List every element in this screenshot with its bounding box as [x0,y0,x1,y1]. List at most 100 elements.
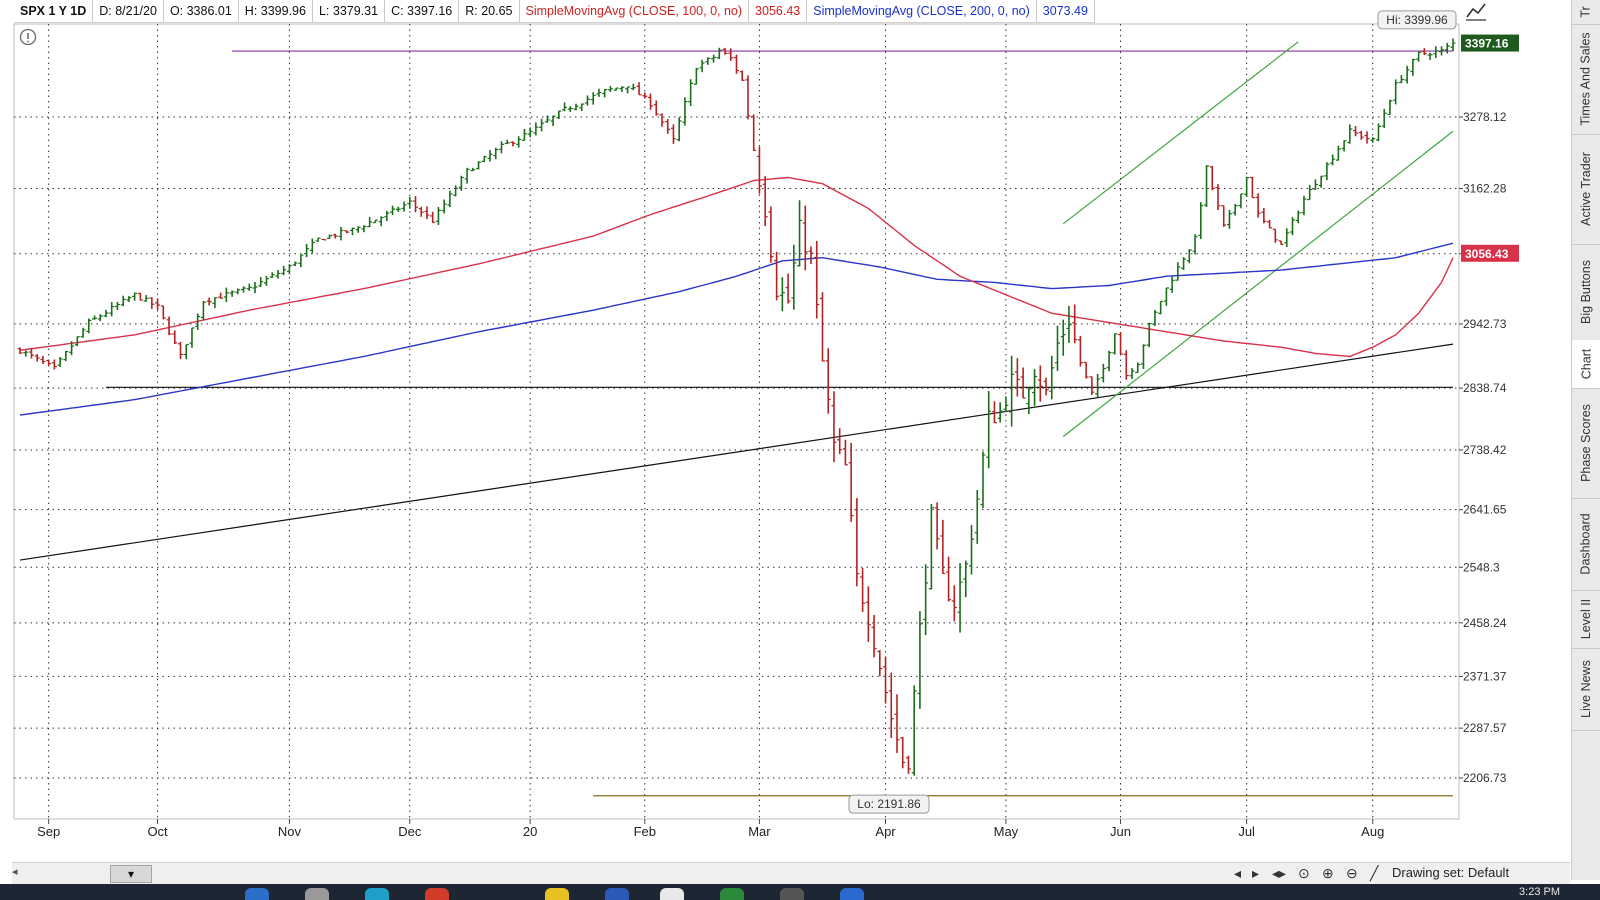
price-tick-label: 2287.57 [1463,721,1507,735]
time-tick-label: Apr [875,824,896,839]
app-icon-2[interactable] [305,888,329,900]
sma200-study-label[interactable]: SimpleMovingAvg (CLOSE, 200, 0, no) [807,0,1037,22]
app-icon-6[interactable] [605,888,629,900]
time-tick-label: Aug [1361,824,1384,839]
pan-right-icon[interactable]: ▸ [1252,865,1260,881]
price-tick-label: 2942.73 [1463,317,1507,331]
chart-grid [14,24,1459,819]
zoom-in-icon[interactable]: ⊕ [1322,865,1334,881]
tab-label: Times And Sales [1579,32,1593,126]
open-field: O: 3386.01 [164,0,239,22]
drawing-tool-icon[interactable]: ╱ [1370,865,1379,881]
sma100-badge-label: 3056.43 [1465,247,1509,261]
app-icon-9[interactable] [780,888,804,900]
chart-header: SPX 1 Y 1D D: 8/21/20 O: 3386.01 H: 3399… [14,0,1095,23]
tab-level-ii[interactable]: Level II [1572,590,1600,649]
hi-marker-label: Hi: 3399.96 [1386,13,1448,27]
crosshair-icon[interactable]: ⊙ [1298,865,1310,881]
tab-label: Phase Scores [1579,404,1594,482]
time-tick-label: 20 [523,824,537,839]
trendline-channel-lower [1062,130,1454,438]
time-tick-label: Sep [37,824,60,839]
sma100-badge: 3056.43 [1461,244,1519,262]
sma100-study-value: 3056.43 [749,0,808,22]
app-icon-8[interactable] [720,888,744,900]
app-icon-3[interactable] [365,888,389,900]
sma200-study-value: 3073.49 [1037,0,1095,22]
sma200-line [19,242,1454,416]
lo-marker: Lo: 2191.86 [848,794,930,814]
right-side-panel-tabs: Tr Times And Sales Active Trader Big Button… [1571,0,1600,880]
lo-marker-box [848,794,930,814]
price-tick-label: 2458.24 [1463,616,1507,630]
chart-bottom-toolbar: ◂ ▾ ◂ ▸ ◂▸ ⊙ ⊕ ⊖ ╱ Drawing set: Default [12,862,1570,885]
price-tick-label: 2738.42 [1463,443,1507,457]
tab-big-buttons[interactable]: Big Buttons [1572,244,1600,341]
time-tick-label: Nov [278,824,302,839]
price-bars [17,38,1456,776]
tab-label: Dashboard [1579,513,1593,575]
pan-left-icon[interactable]: ◂ [1234,865,1242,881]
info-icon[interactable] [19,28,37,46]
tab-label: Chart [1579,348,1594,380]
sma100-line [19,176,1454,358]
price-tick-label: 2206.73 [1463,771,1507,785]
scroll-thumb[interactable]: ▾ [110,865,152,883]
time-scrollbar[interactable]: ◂ ▾ [12,865,1232,883]
high-field: H: 3399.96 [239,0,313,22]
hi-marker-box [1377,10,1457,30]
moving-averages [19,176,1454,416]
zoom-out-icon[interactable]: ⊖ [1346,865,1358,881]
close-field: C: 3397.16 [385,0,460,22]
lo-marker-label: Lo: 2191.86 [857,797,921,811]
price-chart[interactable]: 3278.12 3162.28 3056.43 2942.73 2838.74 2738.… [0,0,1570,862]
trendline-channel-upper [1062,41,1299,225]
sma100-study-label[interactable]: SimpleMovingAvg (CLOSE, 100, 0, no) [520,0,750,22]
drawing-set-selector[interactable]: Drawing set: Default [1392,865,1510,880]
low-field: L: 3379.31 [313,0,386,22]
tab-label: Tr [1579,6,1593,18]
app-icon-4[interactable] [425,888,449,900]
tab-chart[interactable]: Chart [1572,340,1600,389]
tab-live-news[interactable]: Live News [1572,648,1600,731]
time-tick-label: Dec [398,824,422,839]
plot-area[interactable] [13,23,1460,820]
expand-icon[interactable]: ◂▸ [1272,865,1287,881]
tab-active-trader[interactable]: Active Trader [1572,134,1600,245]
time-tick-label: Jul [1238,824,1255,839]
price-tick-label: 2371.37 [1463,669,1507,683]
tab-phase-scores[interactable]: Phase Scores [1572,388,1600,499]
tab-tr[interactable]: Tr [1572,0,1600,25]
last-price-box [1461,34,1519,52]
last-price-label: 3397.16 [1465,37,1509,51]
price-tick-label: 2838.74 [1463,381,1507,395]
symbol-label[interactable]: SPX 1 Y 1D [14,0,94,22]
taskbar-clock: 3:23 PM [1519,886,1560,898]
time-tick-label: Oct [147,824,168,839]
tab-label: Big Buttons [1579,260,1593,324]
app-icon-1[interactable] [245,888,269,900]
price-tick-label: 3162.28 [1463,181,1507,195]
tab-label: Active Trader [1579,152,1594,226]
time-tick-label: Feb [634,824,656,839]
app-icon-7[interactable] [660,888,684,900]
price-tick-label: 2548.3 [1463,560,1500,574]
app-icon-5[interactable] [545,888,569,900]
trendline-long-trend [19,343,1454,561]
tab-dashboard[interactable]: Dashboard [1572,498,1600,591]
price-axis[interactable]: 3278.12 3162.28 3056.43 2942.73 2838.74 2738.… [1459,110,1507,785]
chart-style-icon[interactable] [1464,2,1488,22]
drawn-trendlines[interactable] [19,41,1454,797]
tab-times-and-sales[interactable]: Times And Sales [1572,24,1600,135]
time-tick-label: May [994,824,1019,839]
price-tick-label: 2641.65 [1463,503,1507,517]
app-icon-10[interactable] [840,888,864,900]
time-axis[interactable]: Sep Oct Nov Dec 20 Feb Mar Apr May Jun Jul Aug [37,819,1384,839]
scroll-left-arrow-icon[interactable]: ◂ [12,866,18,878]
last-price-badge: 3397.16 [1461,34,1519,52]
tab-label: Live News [1579,660,1594,718]
range-field: R: 20.65 [459,0,520,22]
tab-label: Level II [1579,598,1593,640]
time-tick-label: Mar [748,824,771,839]
sma100-badge-box [1461,244,1519,262]
